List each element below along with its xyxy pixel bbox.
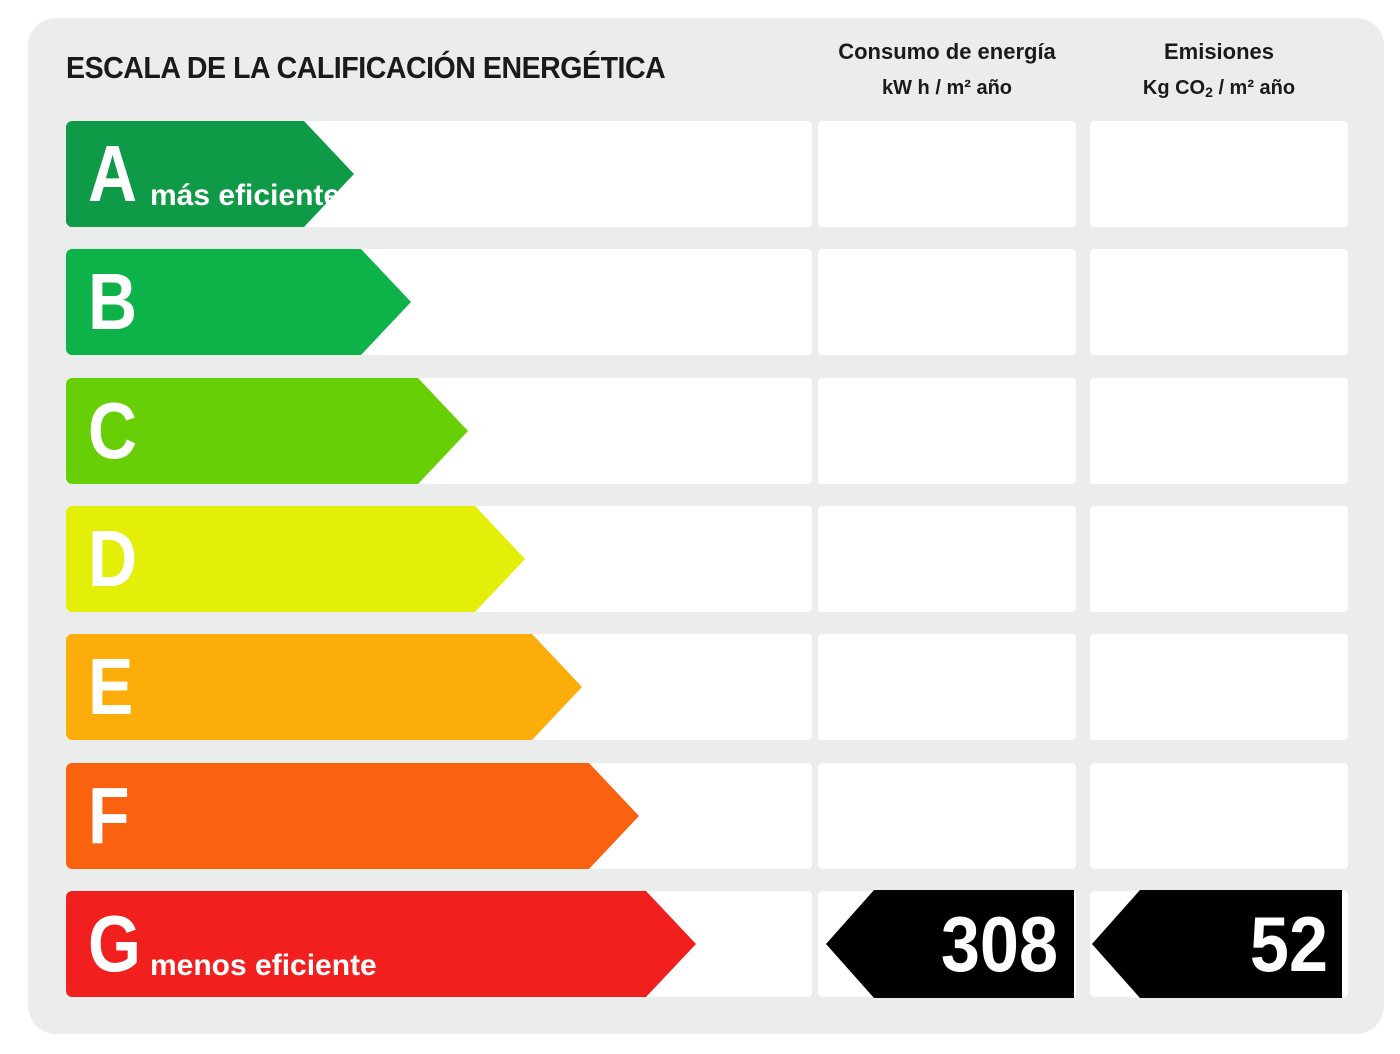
emissions-unit-prefix: Kg CO: [1142, 77, 1206, 99]
energy-cell-d: [818, 506, 1076, 612]
rating-letter-d: D: [88, 514, 138, 603]
rating-arrow-a: [66, 121, 354, 227]
emissions-column-unit: Kg CO2 / m² año: [1090, 70, 1348, 110]
energy-column-label: Consumo de energía: [838, 39, 1056, 64]
rating-letter-a: A: [88, 129, 138, 218]
rating-arrow-d: [66, 506, 525, 612]
energy-cell-a: [818, 121, 1076, 227]
rating-letter-b: B: [88, 257, 138, 346]
emissions-column-header: Emisiones Kg CO2 / m² año: [1090, 34, 1348, 110]
rating-sublabel-a: más eficiente: [150, 179, 341, 212]
rating-arrow-c: [66, 378, 468, 484]
emissions-result-marker-value: 52: [1249, 900, 1328, 988]
rating-letter-c: C: [88, 386, 138, 475]
emissions-column-label: Emisiones: [1163, 39, 1275, 64]
emissions-cell-e: [1090, 634, 1348, 740]
energy-column-header: Consumo de energía kW h / m² año: [818, 34, 1076, 106]
rating-arrow-e: [66, 634, 582, 740]
emissions-cell-f: [1090, 763, 1348, 869]
rating-letter-f: F: [88, 771, 130, 860]
scale-title: ESCALA DE LA CALIFICACIÓN ENERGÉTICA: [66, 50, 666, 85]
rating-arrow-b: [66, 249, 411, 355]
energy-cell-e: [818, 634, 1076, 740]
rating-sublabel-g: menos eficiente: [150, 949, 377, 982]
energy-cell-f: [818, 763, 1076, 869]
rating-letter-g: G: [88, 899, 141, 988]
energy-result-marker: [826, 890, 1074, 998]
emissions-cell-c: [1090, 378, 1348, 484]
energy-column-unit: kW h / m² año: [882, 77, 1012, 99]
energy-cell-b: [818, 249, 1076, 355]
rating-letter-e: E: [88, 642, 134, 731]
energy-cell-c: [818, 378, 1076, 484]
emissions-unit-suffix: / m² año: [1212, 77, 1296, 99]
emissions-unit-subscript: 2: [1205, 84, 1213, 100]
emissions-cell-a: [1090, 121, 1348, 227]
emissions-result-marker: [1092, 890, 1342, 998]
energy-result-marker-value: 308: [940, 900, 1058, 988]
rating-arrow-f: [66, 763, 639, 869]
rating-arrow-g: [66, 891, 696, 997]
emissions-cell-d: [1090, 506, 1348, 612]
emissions-cell-b: [1090, 249, 1348, 355]
